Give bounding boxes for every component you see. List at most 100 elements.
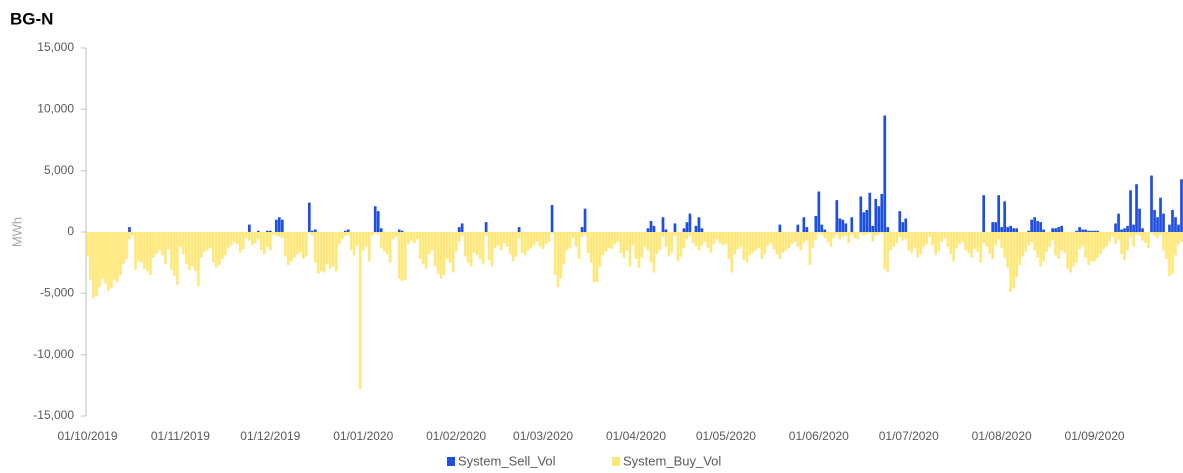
bar	[505, 232, 509, 247]
bar	[98, 232, 101, 288]
bar	[589, 232, 593, 263]
bar	[976, 232, 980, 252]
bar	[1093, 232, 1096, 262]
bar	[1051, 228, 1054, 232]
bar	[898, 211, 902, 232]
bar	[562, 232, 566, 264]
bar	[820, 232, 824, 235]
bar	[958, 232, 962, 245]
bar	[541, 232, 545, 250]
bar	[802, 217, 806, 232]
bar	[808, 232, 812, 266]
bar	[517, 232, 521, 239]
bar	[982, 195, 986, 232]
bar	[637, 232, 641, 268]
bar	[484, 232, 488, 236]
bar	[140, 232, 143, 263]
bar	[1081, 232, 1084, 246]
bar	[248, 232, 251, 241]
bar	[598, 232, 602, 267]
bar	[838, 218, 842, 232]
bar	[391, 232, 395, 240]
bar	[89, 232, 92, 280]
bar	[331, 232, 335, 267]
bar	[856, 232, 860, 240]
bar	[826, 232, 830, 242]
legend-swatch	[447, 457, 455, 466]
bar	[379, 232, 383, 248]
bar	[640, 232, 644, 258]
bar	[982, 232, 986, 244]
bar	[820, 224, 824, 232]
bar	[206, 232, 209, 251]
bar	[313, 229, 317, 232]
bar	[739, 232, 743, 247]
bar	[811, 232, 815, 248]
bar	[688, 213, 692, 232]
bar	[745, 232, 749, 263]
bar	[613, 232, 617, 245]
legend-label: System_Buy_Vol	[623, 453, 721, 468]
bar	[406, 232, 410, 245]
bar	[478, 232, 482, 259]
bar	[760, 232, 764, 259]
bar	[997, 195, 1001, 232]
bar	[316, 232, 320, 274]
bar	[703, 232, 707, 242]
bar	[487, 232, 491, 261]
bar	[236, 232, 239, 245]
bar	[721, 232, 725, 246]
bar	[535, 232, 539, 242]
bar	[649, 232, 653, 263]
bar	[565, 232, 569, 251]
bar	[658, 232, 662, 251]
bar	[1045, 232, 1048, 252]
bar	[1114, 232, 1117, 245]
bar	[526, 232, 530, 251]
bar	[499, 232, 503, 251]
bar	[922, 232, 926, 247]
bar	[496, 232, 500, 246]
bar	[685, 232, 689, 240]
bar	[1159, 232, 1162, 235]
bar	[394, 232, 398, 237]
bar	[424, 232, 428, 269]
bar	[155, 232, 158, 255]
bar	[655, 232, 659, 255]
bar	[1024, 232, 1027, 252]
bar	[86, 232, 89, 257]
bar	[1033, 217, 1036, 232]
bar	[676, 232, 680, 262]
bar	[823, 232, 827, 239]
bar	[1114, 223, 1117, 232]
bar	[1135, 232, 1138, 235]
bar	[277, 232, 281, 237]
bar	[796, 232, 800, 247]
bar	[1138, 232, 1141, 236]
bar	[346, 232, 350, 235]
bar	[1132, 224, 1135, 232]
bar	[751, 232, 755, 253]
bar	[319, 232, 323, 272]
bar	[248, 224, 251, 232]
bar	[1030, 232, 1033, 242]
bar	[101, 232, 104, 279]
bar	[673, 223, 677, 232]
bar	[1012, 228, 1016, 232]
bar	[724, 232, 728, 245]
bar	[253, 232, 257, 244]
bar	[1060, 225, 1063, 232]
bar	[1159, 197, 1162, 232]
bar	[1021, 232, 1024, 257]
bar	[170, 232, 173, 271]
bar	[601, 232, 605, 256]
bar	[1081, 229, 1084, 232]
bar	[766, 232, 770, 246]
bar	[520, 232, 524, 253]
bar	[460, 223, 464, 232]
bar	[1150, 232, 1153, 234]
bar	[799, 232, 803, 251]
bar	[940, 232, 944, 242]
bar	[367, 232, 371, 262]
